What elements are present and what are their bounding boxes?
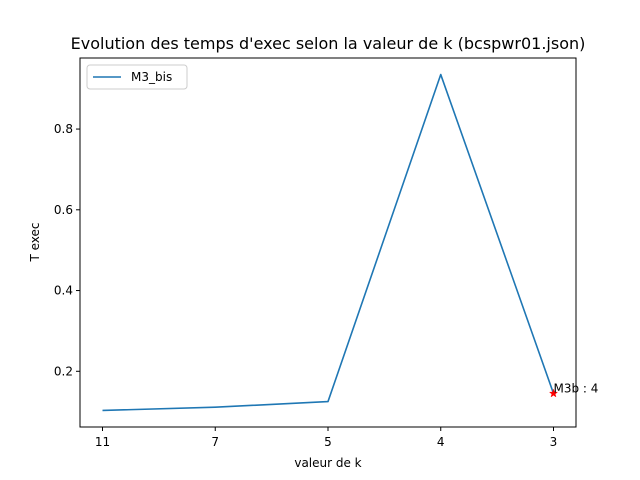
x-tick-label: 11 [95, 435, 110, 449]
chart-title: Evolution des temps d'exec selon la vale… [71, 34, 586, 53]
x-axis: 11 7 5 4 3 [95, 427, 557, 449]
legend: M3_bis [86, 64, 188, 90]
x-tick-label: 3 [550, 435, 558, 449]
x-axis-label: valeur de k [294, 456, 361, 470]
y-axis-label: T exec [28, 222, 42, 262]
plot-area [79, 57, 577, 428]
y-tick-label: 0.2 [54, 364, 73, 378]
annotation-layer: M3b : 4 [548, 381, 599, 398]
y-tick-label: 0.6 [54, 203, 73, 217]
series-line [102, 73, 555, 412]
legend-box [86, 64, 188, 90]
x-tick-label: 7 [211, 435, 219, 449]
y-tick-label: 0.4 [54, 284, 73, 298]
annotation-star-marker [548, 388, 559, 398]
legend-label: M3_bis [131, 70, 172, 84]
annotation-label: M3b : 4 [554, 381, 599, 395]
x-tick-label: 4 [437, 435, 445, 449]
y-axis: 0.2 0.4 0.6 0.8 [54, 122, 80, 378]
y-tick-label: 0.8 [54, 122, 73, 136]
x-tick-label: 5 [324, 435, 332, 449]
series-layer [102, 73, 555, 412]
